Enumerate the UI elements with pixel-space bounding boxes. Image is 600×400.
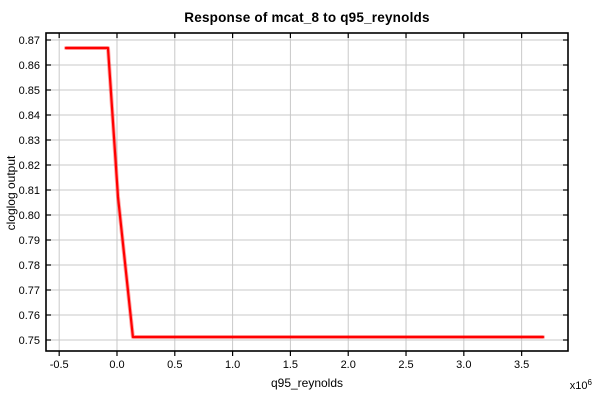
x-tick-label: 1.0 xyxy=(225,359,240,371)
x-tick-label: 3.0 xyxy=(456,359,471,371)
exponent-value: 6 xyxy=(587,378,592,387)
x-tick-label: 2.0 xyxy=(341,359,356,371)
x-tick-label: 0.0 xyxy=(109,359,124,371)
x-axis-label: q95_reynolds xyxy=(270,376,344,390)
x-axis-exponent-label: x106 xyxy=(570,378,592,392)
x-tick-label: -0.5 xyxy=(50,359,69,371)
y-tick-label: 0.76 xyxy=(19,310,40,322)
y-tick-label: 0.83 xyxy=(19,135,40,147)
x-tick-label: 2.5 xyxy=(398,359,413,371)
y-tick-label: 0.79 xyxy=(19,235,40,247)
series-line xyxy=(64,46,545,339)
x-tick-label: 3.5 xyxy=(514,359,529,371)
y-tick-label: 0.81 xyxy=(19,185,40,197)
axes-frame xyxy=(45,32,569,352)
y-tick-label: 0.84 xyxy=(19,110,40,122)
chart-title: Response of mcat_8 to q95_reynolds xyxy=(184,10,430,25)
y-tick-label: 0.78 xyxy=(19,260,40,272)
exponent-prefix: x10 xyxy=(569,380,588,392)
y-tick-label: 0.87 xyxy=(19,35,40,47)
y-tick-label: 0.86 xyxy=(19,60,40,72)
y-tick-label: 0.82 xyxy=(19,160,40,172)
y-axis-label: cloglog output xyxy=(4,155,18,231)
series-line-halo xyxy=(64,46,545,339)
y-tick-label: 0.77 xyxy=(19,285,40,297)
x-tick-label: 1.5 xyxy=(283,359,298,371)
y-tick-label: 0.80 xyxy=(19,210,40,222)
x-tick-label: 0.5 xyxy=(167,359,182,371)
y-tick-label: 0.85 xyxy=(19,85,40,97)
y-tick-label: 0.75 xyxy=(19,335,40,347)
